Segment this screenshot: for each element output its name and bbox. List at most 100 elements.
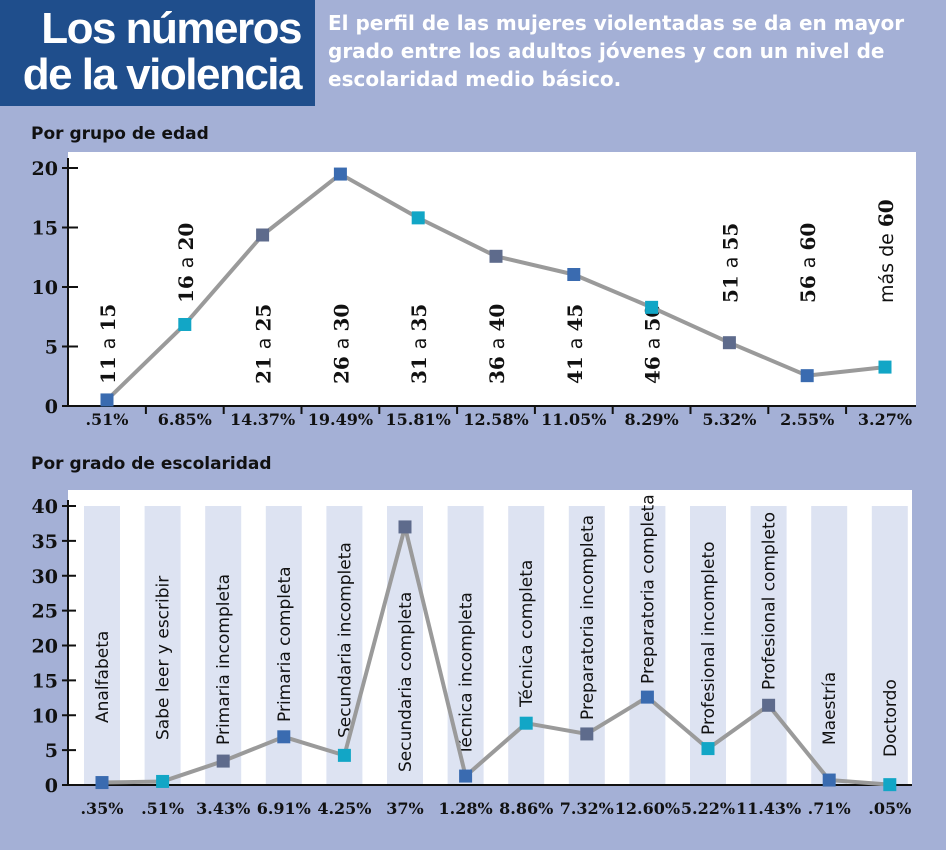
- age-category-label: 16 a 20: [174, 223, 198, 303]
- age-category-label: más de 60: [874, 199, 898, 303]
- age-category-label: 41 a 45: [563, 304, 587, 384]
- edu-category-label: Secundaria completa: [396, 592, 416, 772]
- edu-category-label: Primaria completa: [275, 566, 295, 722]
- age-category-label: 51 a 55: [718, 223, 742, 303]
- edu-value-label: 3.43%: [196, 799, 250, 818]
- age-value-label: 3.27%: [858, 410, 912, 429]
- edu-value-label: 1.28%: [439, 799, 493, 818]
- edu-value-label: 7.32%: [560, 799, 614, 818]
- age-value-label: 15.81%: [386, 410, 451, 429]
- edu-value-label: 8.86%: [499, 799, 553, 818]
- age-data-marker: [645, 300, 659, 314]
- edu-category-label: Técnica incompleta: [457, 592, 477, 756]
- edu-category-label: Secundaria incompleta: [335, 542, 355, 738]
- age-label-start: 51: [718, 268, 742, 303]
- edu-data-marker: [701, 742, 715, 756]
- edu-column-stripe: [508, 506, 545, 785]
- edu-data-marker: [277, 730, 291, 744]
- edu-value-label: .51%: [141, 799, 184, 818]
- edu-value-label: .35%: [80, 799, 123, 818]
- age-data-marker: [489, 249, 503, 263]
- title-box: Los números de la violencia: [0, 0, 315, 106]
- age-label-start: 26: [329, 349, 353, 384]
- age-label-sep: a: [331, 332, 353, 350]
- age-data-marker: [722, 336, 736, 350]
- age-label-start: 41: [563, 349, 587, 384]
- age-data-marker: [333, 167, 347, 181]
- age-label-end: 30: [329, 304, 353, 332]
- edu-value-label: 12.60%: [615, 799, 680, 818]
- edu-column-stripe: [629, 506, 666, 785]
- age-data-marker: [800, 369, 814, 383]
- age-value-label: 8.29%: [625, 410, 679, 429]
- edu-category-label: Preparatoria incompleta: [578, 515, 598, 720]
- age-y-tick-label: 10: [32, 277, 58, 299]
- edu-y-tick-label: 30: [32, 566, 58, 588]
- age-label-sep: a: [409, 332, 431, 350]
- age-label-start: 11: [96, 349, 120, 384]
- edu-data-marker: [519, 716, 533, 730]
- subtitle-line-3: escolaridad medio básico.: [328, 67, 622, 91]
- age-data-marker: [178, 317, 192, 331]
- edu-y-tick-label: 25: [32, 601, 58, 623]
- age-label-start: 31: [407, 349, 431, 384]
- edu-column-stripe: [387, 506, 423, 785]
- age-category-label: 31 a 35: [407, 304, 431, 384]
- edu-data-marker: [822, 773, 836, 787]
- edu-value-label: 11.43%: [736, 799, 801, 818]
- age-label-sep: a: [98, 332, 120, 350]
- age-label-sep: a: [643, 332, 665, 350]
- age-label-sep: a: [565, 332, 587, 350]
- age-data-marker: [256, 228, 270, 242]
- age-label-start: 36: [485, 349, 509, 384]
- edu-column-stripe: [84, 506, 120, 785]
- edu-data-marker: [216, 754, 230, 768]
- edu-data-marker: [156, 774, 170, 788]
- age-data-marker: [878, 360, 892, 374]
- age-y-tick-label: 15: [32, 218, 58, 240]
- age-label-sep: a: [176, 251, 198, 269]
- age-value-label: 2.55%: [780, 410, 834, 429]
- age-label-start: 56: [796, 268, 820, 303]
- edu-y-tick-label: 20: [32, 636, 58, 658]
- age-data-marker: [100, 393, 114, 407]
- main-title-line-1: Los números: [41, 4, 302, 53]
- edu-value-label: 4.25%: [317, 799, 371, 818]
- age-y-tick-label: 20: [32, 158, 58, 180]
- edu-value-label: .71%: [808, 799, 851, 818]
- edu-data-marker: [337, 748, 351, 762]
- age-y-tick-label: 5: [45, 337, 58, 359]
- edu-value-label: .05%: [868, 799, 911, 818]
- age-category-label: 11 a 15: [96, 304, 120, 384]
- edu-data-marker: [762, 698, 776, 712]
- age-label-sep: más de: [876, 227, 898, 303]
- edu-column-stripe: [750, 506, 787, 785]
- edu-column-stripe: [144, 506, 181, 785]
- edu-category-label: Analfabeta: [93, 631, 113, 723]
- edu-y-tick-label: 40: [32, 496, 58, 518]
- edu-data-marker: [459, 769, 473, 783]
- main-title-line-2: de la violencia: [22, 50, 303, 99]
- edu-value-label: 37%: [386, 799, 423, 818]
- age-label-sep: a: [798, 251, 820, 269]
- subtitle-line-1: El perfil de las mujeres violentadas se …: [328, 11, 905, 35]
- age-label-end: 60: [796, 223, 820, 251]
- edu-data-marker: [580, 727, 594, 741]
- education-chart-title: Por grado de escolaridad: [31, 454, 272, 474]
- edu-data-marker: [95, 776, 109, 790]
- edu-column-stripe: [811, 506, 848, 785]
- edu-column-stripe: [326, 506, 363, 785]
- age-value-label: 12.58%: [463, 410, 528, 429]
- age-value-label: 14.37%: [230, 410, 295, 429]
- age-label-end: 45: [563, 304, 587, 332]
- age-category-label: 21 a 25: [252, 304, 276, 384]
- age-label-end: 60: [874, 199, 898, 227]
- edu-category-label: Sabe leer y escribir: [154, 576, 174, 740]
- age-value-label: .51%: [85, 410, 128, 429]
- edu-category-label: Técnica completa: [517, 560, 537, 708]
- age-label-end: 40: [485, 304, 509, 332]
- age-chart-title: Por grupo de edad: [31, 124, 209, 144]
- edu-category-label: Profesional incompleto: [699, 541, 719, 735]
- age-category-label: 36 a 40: [485, 304, 509, 384]
